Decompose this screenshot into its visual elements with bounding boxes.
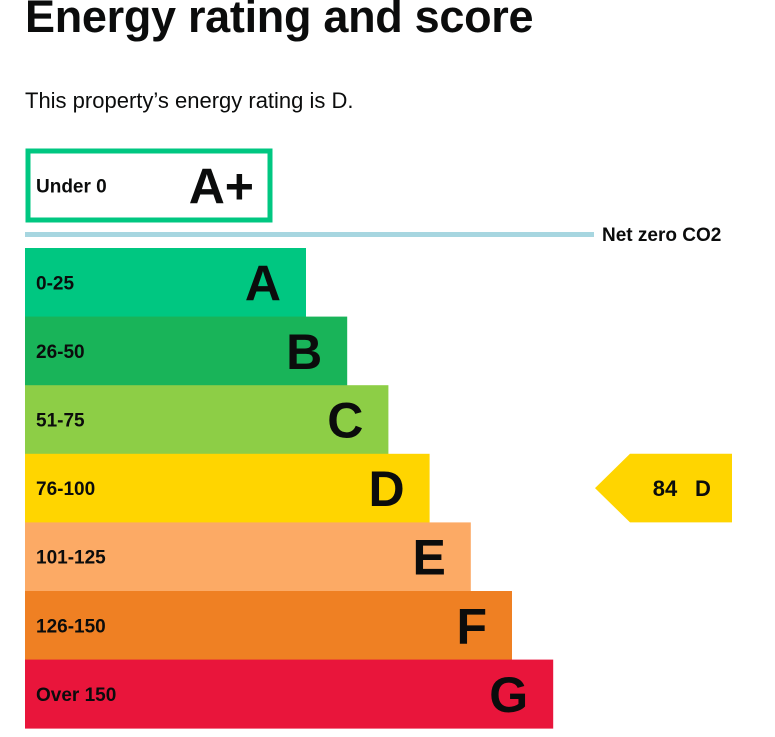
current-rating-arrow	[595, 453, 732, 523]
band-e-range: 101-125	[36, 548, 106, 569]
band-b-bar	[25, 316, 348, 386]
band-c-bar	[25, 385, 389, 455]
band-e-letter: E	[412, 530, 445, 586]
band-g-range: Over 150	[36, 685, 116, 706]
band-g-letter: G	[489, 667, 528, 723]
band-a-letter: A	[245, 255, 281, 311]
band-f-letter: F	[456, 598, 487, 654]
band-f-range: 126-150	[36, 616, 106, 637]
page-title: Energy rating and score	[25, 0, 534, 42]
band-d-range: 76-100	[36, 479, 95, 500]
band-c-letter: C	[327, 393, 363, 449]
band-e-bar	[25, 522, 471, 592]
net-zero-line	[25, 232, 594, 237]
rating-summary-suffix: .	[347, 88, 354, 113]
band-a-range: 0-25	[36, 273, 74, 294]
band-g-bar	[25, 659, 554, 729]
current-rating-score: 84	[653, 476, 678, 501]
band-c-range: 51-75	[36, 411, 85, 432]
rating-summary: This property’s energy rating is D.	[25, 86, 354, 116]
band-f-bar	[25, 591, 512, 660]
current-rating-letter: D	[695, 476, 711, 501]
band-a-plus-letter: A+	[189, 159, 254, 215]
band-a-plus-bar	[25, 148, 273, 223]
band-d-letter: D	[368, 461, 404, 517]
band-d-bar	[25, 453, 430, 523]
band-b-range: 26-50	[36, 342, 85, 363]
band-a-bar	[25, 248, 306, 317]
rating-summary-letter: D	[331, 88, 348, 113]
band-b-letter: B	[286, 324, 322, 380]
net-zero-label: Net zero CO2	[602, 225, 721, 246]
rating-summary-prefix: This property’s energy rating is	[25, 88, 332, 113]
band-a-plus-range: Under 0	[36, 177, 107, 198]
